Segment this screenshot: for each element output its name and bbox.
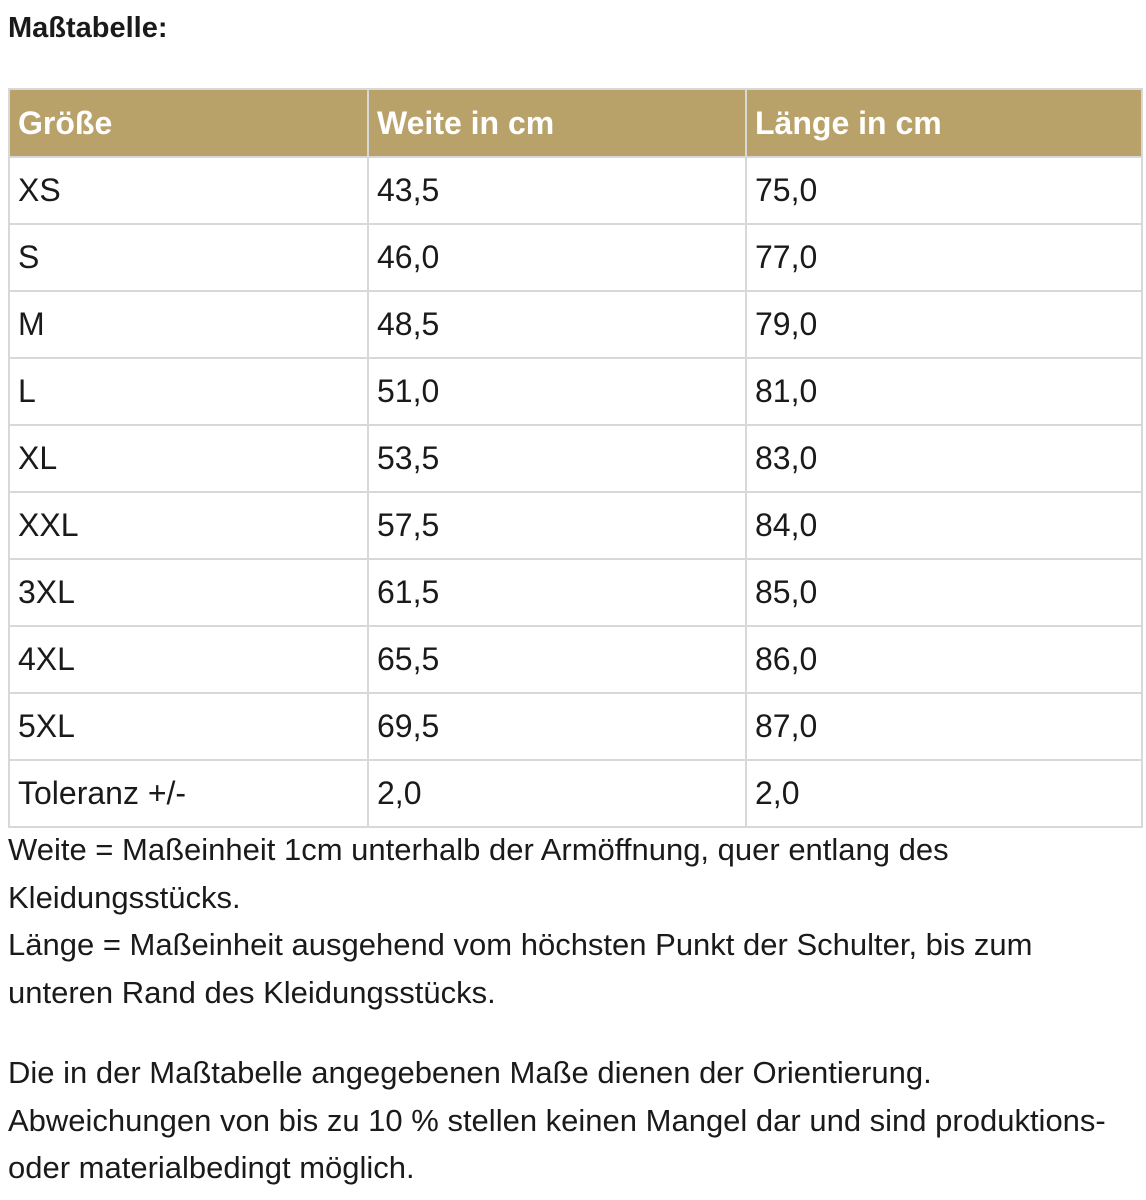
page-title: Maßtabelle: xyxy=(8,12,168,44)
width-definition: Weite = Maßeinheit 1cm unterhalb der Arm… xyxy=(8,832,949,915)
length-tolerance-cell: 2,0 xyxy=(745,759,1143,828)
column-header-size: Größe xyxy=(8,88,369,158)
table-row: M 48,5 79,0 xyxy=(8,290,1143,359)
length-definition: Länge = Maßeinheit ausgehend vom höchste… xyxy=(8,927,1033,1010)
length-cell: 85,0 xyxy=(745,558,1143,627)
width-cell: 48,5 xyxy=(367,290,747,359)
length-cell: 87,0 xyxy=(745,692,1143,761)
width-cell: 65,5 xyxy=(367,625,747,694)
size-cell: 5XL xyxy=(8,692,369,761)
table-row: S 46,0 77,0 xyxy=(8,223,1143,292)
size-cell: S xyxy=(8,223,369,292)
column-header-width: Weite in cm xyxy=(367,88,747,158)
tolerance-row: Toleranz +/- 2,0 2,0 xyxy=(8,759,1143,828)
column-header-length: Länge in cm xyxy=(745,88,1143,158)
size-cell: 4XL xyxy=(8,625,369,694)
width-cell: 53,5 xyxy=(367,424,747,493)
size-cell: XL xyxy=(8,424,369,493)
table-row: L 51,0 81,0 xyxy=(8,357,1143,426)
width-cell: 57,5 xyxy=(367,491,747,560)
measurement-notes: Weite = Maßeinheit 1cm unterhalb der Arm… xyxy=(8,826,1133,1192)
width-cell: 61,5 xyxy=(367,558,747,627)
size-cell: XXL xyxy=(8,491,369,560)
size-cell: M xyxy=(8,290,369,359)
size-cell: XS xyxy=(8,156,369,225)
table-row: 3XL 61,5 85,0 xyxy=(8,558,1143,627)
length-cell: 84,0 xyxy=(745,491,1143,560)
length-cell: 75,0 xyxy=(745,156,1143,225)
table-row: XXL 57,5 84,0 xyxy=(8,491,1143,560)
size-cell: 3XL xyxy=(8,558,369,627)
width-tolerance-cell: 2,0 xyxy=(367,759,747,828)
table-row: XS 43,5 75,0 xyxy=(8,156,1143,225)
width-cell: 43,5 xyxy=(367,156,747,225)
length-cell: 83,0 xyxy=(745,424,1143,493)
width-cell: 51,0 xyxy=(367,357,747,426)
table-row: XL 53,5 83,0 xyxy=(8,424,1143,493)
table-row: 4XL 65,5 86,0 xyxy=(8,625,1143,694)
tolerance-disclaimer: Die in der Maßtabelle angegebenen Maße d… xyxy=(8,1055,1106,1185)
width-cell: 46,0 xyxy=(367,223,747,292)
size-cell: L xyxy=(8,357,369,426)
size-chart-table: Größe Weite in cm Länge in cm XS 43,5 75… xyxy=(8,88,1143,828)
length-cell: 79,0 xyxy=(745,290,1143,359)
width-cell: 69,5 xyxy=(367,692,747,761)
table-row: 5XL 69,5 87,0 xyxy=(8,692,1143,761)
length-cell: 77,0 xyxy=(745,223,1143,292)
table-header-row: Größe Weite in cm Länge in cm xyxy=(8,88,1143,158)
length-cell: 86,0 xyxy=(745,625,1143,694)
tolerance-label-cell: Toleranz +/- xyxy=(8,759,369,828)
length-cell: 81,0 xyxy=(745,357,1143,426)
